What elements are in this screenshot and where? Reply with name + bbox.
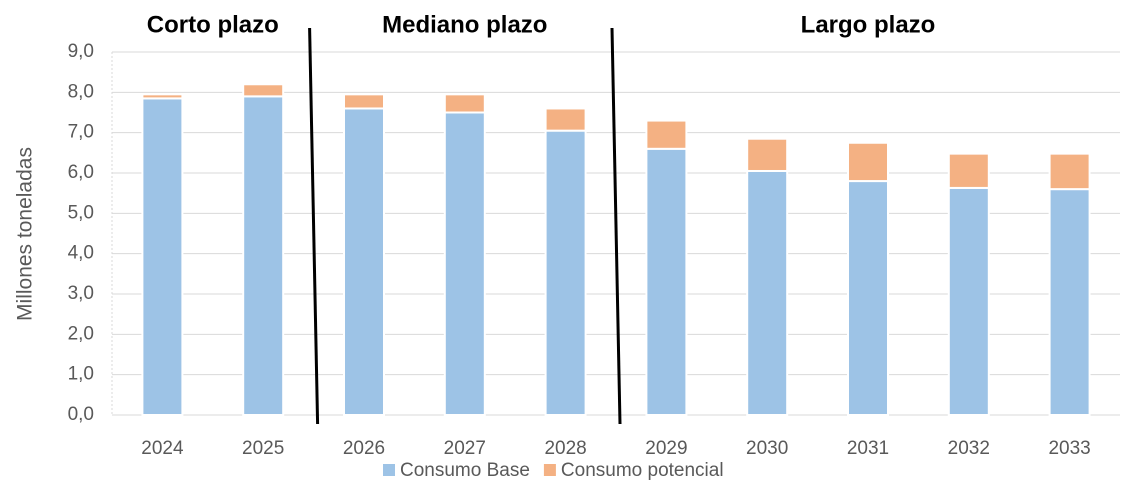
y-tick-label: 0,0 [68, 404, 94, 425]
period-label: Mediano plazo [382, 11, 547, 38]
bar-segment [544, 129, 587, 416]
x-tick-label: 2024 [141, 438, 184, 459]
y-tick-label: 6,0 [68, 162, 94, 183]
x-tick-label: 2029 [645, 438, 687, 459]
bar-segment [645, 147, 688, 417]
y-tick-label: 7,0 [68, 122, 94, 143]
y-axis-label: Millones toneladas [14, 147, 37, 321]
bar-segment [544, 107, 587, 132]
y-tick-label: 2,0 [68, 323, 94, 344]
x-tick-label: 2026 [343, 438, 385, 459]
x-tick-label: 2030 [746, 438, 788, 459]
bar-segment [1048, 152, 1091, 191]
bar-segment [746, 137, 789, 172]
y-tick-label: 3,0 [68, 283, 94, 304]
period-divider [308, 27, 320, 425]
bar-segment [947, 152, 990, 189]
period-label: Largo plazo [801, 11, 936, 38]
x-tick-label: 2028 [544, 438, 586, 459]
x-tick-label: 2031 [847, 438, 889, 459]
legend-swatch [383, 464, 395, 476]
bar-segment [443, 111, 486, 416]
x-tick-label: 2027 [444, 438, 486, 459]
legend-label: Consumo Base [400, 460, 530, 481]
bar-segment [343, 107, 385, 416]
x-tick-label: 2025 [242, 438, 284, 459]
period-divider [610, 27, 622, 425]
period-label: Corto plazo [147, 11, 279, 38]
x-tick-label: 2033 [1048, 438, 1090, 459]
bar-segment [1048, 188, 1091, 416]
bar-segment [242, 83, 285, 98]
bar-segment [443, 93, 486, 114]
y-tick-label: 5,0 [68, 202, 94, 223]
y-tick-label: 1,0 [68, 364, 94, 385]
y-tick-label: 9,0 [68, 41, 94, 62]
y-tick-label: 8,0 [68, 81, 94, 102]
bar-segment [847, 180, 889, 416]
bar-segment [645, 119, 688, 150]
bar-segment [947, 186, 990, 416]
legend-label: Consumo potencial [561, 460, 724, 481]
bar-segment [242, 95, 285, 416]
bar-segment [141, 97, 184, 416]
bar-segment [847, 141, 889, 183]
bar-segment [746, 169, 789, 416]
y-tick-label: 4,0 [68, 243, 94, 264]
legend-swatch [543, 464, 556, 476]
x-tick-label: 2032 [948, 438, 990, 459]
bar-segment [343, 93, 385, 110]
bar-segment [141, 93, 184, 100]
